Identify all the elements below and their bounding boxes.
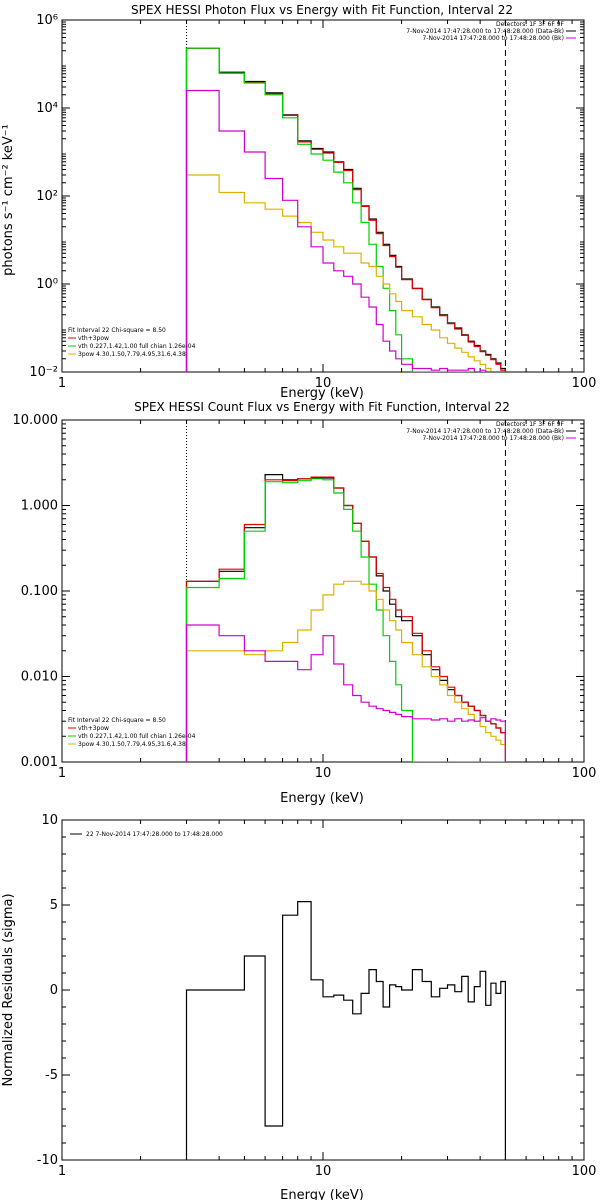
count-xtick-label: 10: [315, 766, 332, 781]
photon-legend-bl-text: 3pow 4.30,1.50,7.79,4.95,31.6,4.38: [78, 351, 186, 358]
photon-xtick-label: 10: [315, 376, 332, 391]
photon-chart-xlabel: Energy (keV): [280, 386, 364, 401]
count-legend-bl-text: Fit Interval 22 Chi-square = 8.50: [68, 717, 166, 724]
residual-ytick-label: 0: [50, 983, 58, 998]
count-chart-xlabel: Energy (keV): [280, 791, 364, 806]
photon-legend-tr-text: Detectors: 1F 3F 6F 9F: [496, 21, 565, 28]
photon-ytick-label: 10⁴: [36, 101, 58, 116]
count-ytick-label: 0.010: [21, 670, 58, 685]
count-series-red: [185, 476, 506, 762]
photon-legend-tr-text: 7-Nov-2014 17:47:28.000 to 17:48:28.000 …: [422, 35, 564, 42]
count-ytick-label: 1.000: [21, 499, 58, 514]
residual-ytick-label: -10: [37, 1153, 58, 1168]
photon-series-vth: [185, 47, 506, 372]
photon-legend-bl-text: Fit Interval 22 Chi-square = 8.50: [68, 327, 166, 334]
count-series-3pow: [185, 580, 506, 762]
residual-ytick-label: -5: [45, 1068, 58, 1083]
count-chart-title: SPEX HESSI Count Flux vs Energy with Fit…: [134, 400, 510, 414]
residual-chart-xlabel: Energy (keV): [280, 1188, 364, 1200]
count-ytick-label: 0.001: [21, 755, 58, 770]
residual-xtick-label: 100: [572, 1164, 597, 1179]
photon-series-vth-3pow: [185, 47, 506, 372]
photon-chart-ylabel: photons s⁻¹ cm⁻² keV⁻¹: [1, 124, 16, 276]
photon-legend-tr-text: 7-Nov-2014 17:47:28.000 to 17:48:28.000 …: [406, 28, 564, 35]
count-legend-tr-text: Detectors: 1F 3F 6F 9F: [496, 421, 565, 428]
residual-legend-tl-text: 22 7-Nov-2014 17:47:28.000 to 17:48:28.0…: [86, 831, 223, 838]
photon-series-red: [185, 47, 506, 372]
count-xtick-label: 100: [572, 766, 597, 781]
photon-series-3pow: [185, 174, 506, 372]
photon-legend-bl-text: vth+3pow: [78, 335, 109, 342]
residual-xtick-label: 1: [58, 1164, 66, 1179]
count-xtick-label: 1: [58, 766, 66, 781]
count-ytick-label: 0.100: [21, 584, 58, 599]
count-series-bk: [185, 624, 506, 762]
residual-ytick-label: 10: [41, 813, 58, 828]
count-legend-tr-text: 7-Nov-2014 17:47:28.000 to 17:48:28.000 …: [406, 428, 564, 435]
residual-series-22: [185, 901, 506, 1160]
photon-ytick-label: 10⁶: [36, 13, 58, 28]
photon-xtick-label: 1: [58, 376, 66, 391]
residual-xtick-label: 10: [315, 1164, 332, 1179]
count-series-vth: [185, 478, 506, 762]
photon-chart-title: SPEX HESSI Photon Flux vs Energy with Fi…: [131, 3, 513, 17]
photon-legend-bl-text: vth 0.227,1.42,1.00 full chian 1.26e-04: [78, 343, 196, 350]
count-legend-tr-text: 7-Nov-2014 17:47:28.000 to 17:48:28.000 …: [422, 435, 564, 442]
photon-ytick-label: 10⁻²: [29, 365, 58, 380]
count-legend-bl-text: 3pow 4.30,1.50,7.79,4.95,31.6,4.38: [78, 741, 186, 748]
residual-chart-ylabel: Normalized Residuals (sigma): [1, 893, 16, 1086]
count-ytick-label: 10.000: [13, 413, 59, 428]
count-legend-bl-text: vth 0.227,1.42,1.00 full chian 1.26e-04: [78, 733, 196, 740]
residual-ytick-label: 5: [50, 898, 58, 913]
photon-ytick-label: 10⁰: [36, 277, 58, 292]
photon-xtick-label: 100: [572, 376, 597, 391]
photon-series-bk: [185, 89, 506, 372]
photon-ytick-label: 10²: [36, 189, 58, 204]
count-legend-bl-text: vth+3pow: [78, 725, 109, 732]
